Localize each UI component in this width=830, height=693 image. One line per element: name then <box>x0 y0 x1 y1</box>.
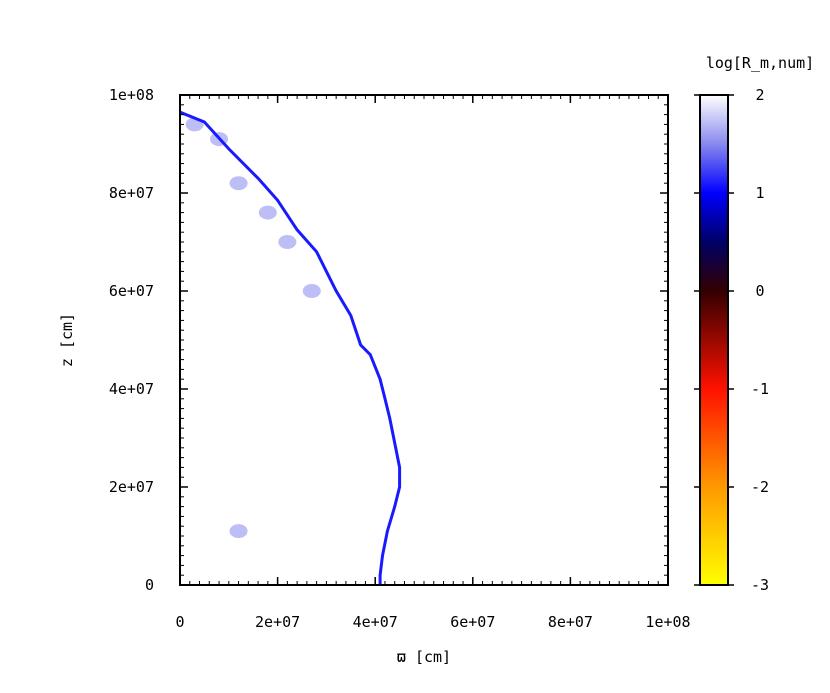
blob-9 <box>214 570 233 585</box>
x-axis: 0 2e+07 4e+07 6e+07 8e+07 1e+08 <box>175 95 691 631</box>
y-tick-label-3: 6e+07 <box>109 282 154 300</box>
x-tick-label-0: 0 <box>175 613 184 631</box>
cb-tick-label-0: 2 <box>755 86 764 104</box>
y-tick-label-0: 0 <box>145 576 154 594</box>
x-axis-label: ϖ [cm] <box>397 648 451 666</box>
plot-frame <box>179 94 669 586</box>
cb-tick-label-2: 0 <box>755 282 764 300</box>
y-tick-label-1: 2e+07 <box>109 478 154 496</box>
cb-tick-label-4: -2 <box>751 478 769 496</box>
x-tick-label-2: 4e+07 <box>353 613 398 631</box>
y-axis-label: z [cm] <box>58 313 76 367</box>
x-tick-label-1: 2e+07 <box>255 613 300 631</box>
blob-5 <box>288 254 307 269</box>
blob-2 <box>229 176 248 191</box>
blob-10 <box>249 568 268 583</box>
y-tick-label-2: 4e+07 <box>109 380 154 398</box>
y-axis: 0 2e+07 4e+07 6e+07 8e+07 1e+08 <box>109 86 668 594</box>
x-tick-label-5: 1e+08 <box>645 613 690 631</box>
blob-8 <box>190 565 209 580</box>
colorbar-label: log[R_m,num] <box>706 54 814 72</box>
blob-7 <box>229 524 248 539</box>
x-tick-label-4: 8e+07 <box>548 613 593 631</box>
blob-4 <box>278 235 297 249</box>
y-tick-label-5: 1e+08 <box>109 86 154 104</box>
plot-area <box>171 110 402 585</box>
front-line <box>179 110 402 585</box>
colorbar-axis: 2 1 0 -1 -2 -3 <box>694 86 769 594</box>
x-tick-label-3: 6e+07 <box>450 613 495 631</box>
cb-tick-label-1: 1 <box>755 184 764 202</box>
cb-tick-label-3: -1 <box>751 380 769 398</box>
blob-6 <box>302 284 321 298</box>
y-tick-label-4: 8e+07 <box>109 184 154 202</box>
cb-tick-label-5: -3 <box>751 576 769 594</box>
blob-3 <box>258 205 277 220</box>
colorbar <box>699 94 729 586</box>
blob-11 <box>288 565 307 580</box>
